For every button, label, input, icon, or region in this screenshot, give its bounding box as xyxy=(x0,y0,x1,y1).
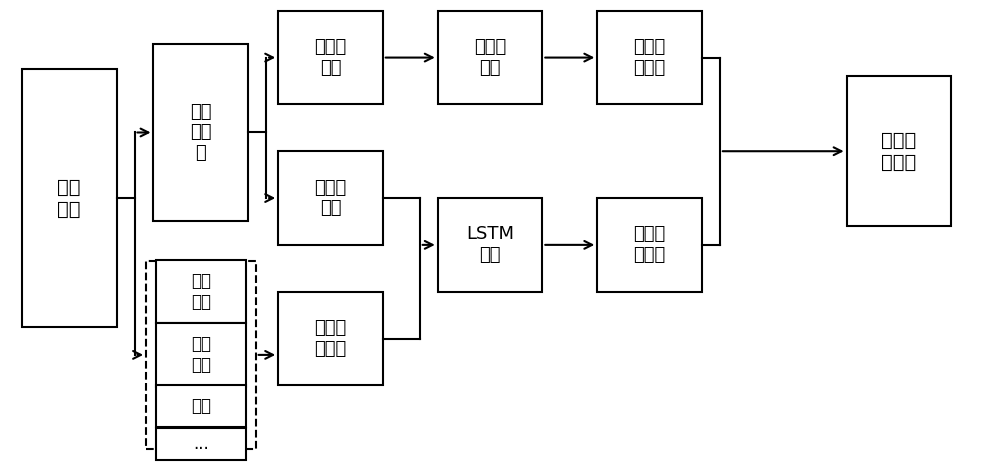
Text: 滑坡累
计位移: 滑坡累 计位移 xyxy=(881,131,917,172)
Bar xyxy=(153,43,248,221)
Bar xyxy=(156,428,246,460)
Text: 监测
点位
移: 监测 点位 移 xyxy=(190,103,212,162)
Text: 关联因
子提取: 关联因 子提取 xyxy=(314,319,347,358)
Text: LSTM
预测: LSTM 预测 xyxy=(466,226,514,264)
Bar xyxy=(156,260,246,323)
Bar xyxy=(847,76,951,226)
Bar xyxy=(156,385,246,428)
Bar xyxy=(438,11,542,105)
Bar xyxy=(146,261,256,448)
Bar xyxy=(278,11,383,105)
Text: 多项式
拟合: 多项式 拟合 xyxy=(474,38,506,77)
Text: 趋势项
预测值: 趋势项 预测值 xyxy=(633,38,666,77)
Bar xyxy=(156,323,246,387)
Bar xyxy=(597,11,702,105)
Bar xyxy=(22,69,117,327)
Text: 监测
数据: 监测 数据 xyxy=(57,178,81,219)
Text: ...: ... xyxy=(193,435,209,453)
Text: 降雨: 降雨 xyxy=(191,398,211,415)
Bar xyxy=(278,151,383,245)
Bar xyxy=(597,198,702,292)
Text: 趋势项
位移: 趋势项 位移 xyxy=(314,38,347,77)
Bar xyxy=(438,198,542,292)
Bar xyxy=(278,292,383,385)
Text: 地表
水位: 地表 水位 xyxy=(191,272,211,311)
Text: 波动项
位移: 波动项 位移 xyxy=(314,179,347,218)
Text: 波动项
预测值: 波动项 预测值 xyxy=(633,226,666,264)
Text: 地渗
透压: 地渗 透压 xyxy=(191,335,211,374)
